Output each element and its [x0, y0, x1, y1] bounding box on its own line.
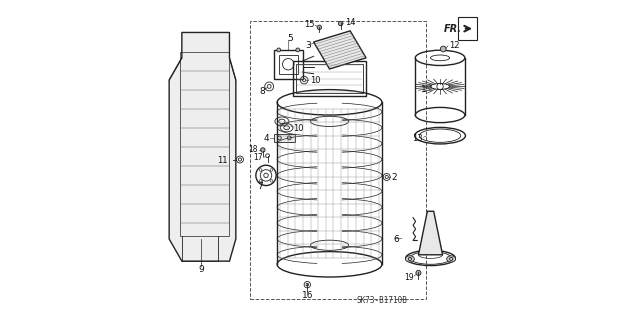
- Text: 12: 12: [449, 41, 460, 50]
- Text: 18: 18: [248, 145, 258, 154]
- Circle shape: [277, 48, 280, 52]
- Polygon shape: [169, 33, 236, 261]
- Bar: [278, 55, 298, 74]
- Bar: [274, 50, 303, 78]
- Polygon shape: [314, 31, 366, 69]
- Text: 11: 11: [218, 156, 228, 165]
- Bar: [250, 21, 426, 299]
- Text: 1: 1: [421, 85, 427, 94]
- Text: 19: 19: [404, 272, 413, 281]
- Circle shape: [317, 25, 321, 30]
- Bar: [293, 61, 366, 96]
- Circle shape: [339, 21, 343, 26]
- Text: 2: 2: [391, 173, 397, 182]
- Text: 4: 4: [264, 134, 269, 143]
- Text: 6: 6: [393, 235, 399, 244]
- Text: FR.: FR.: [444, 24, 462, 34]
- Polygon shape: [419, 211, 443, 255]
- Circle shape: [440, 46, 446, 52]
- Text: 9: 9: [198, 264, 204, 274]
- Bar: [180, 51, 230, 236]
- Text: 5: 5: [287, 34, 292, 43]
- Ellipse shape: [405, 256, 414, 262]
- Text: SK73-B1710B: SK73-B1710B: [356, 296, 408, 305]
- Text: 3: 3: [305, 41, 311, 50]
- Text: 15: 15: [304, 20, 315, 29]
- Bar: [458, 17, 477, 41]
- Text: 14: 14: [345, 19, 355, 27]
- Text: 16: 16: [301, 291, 313, 300]
- Text: 17: 17: [253, 153, 263, 162]
- Circle shape: [260, 148, 265, 152]
- Circle shape: [296, 48, 300, 52]
- Circle shape: [416, 270, 421, 275]
- Bar: [296, 63, 363, 93]
- Text: 8: 8: [259, 87, 265, 96]
- Text: 10: 10: [310, 76, 321, 85]
- Text: 7: 7: [257, 182, 262, 191]
- Text: 10: 10: [293, 124, 303, 133]
- Ellipse shape: [447, 256, 456, 262]
- Polygon shape: [274, 134, 294, 142]
- Text: 13: 13: [412, 134, 422, 143]
